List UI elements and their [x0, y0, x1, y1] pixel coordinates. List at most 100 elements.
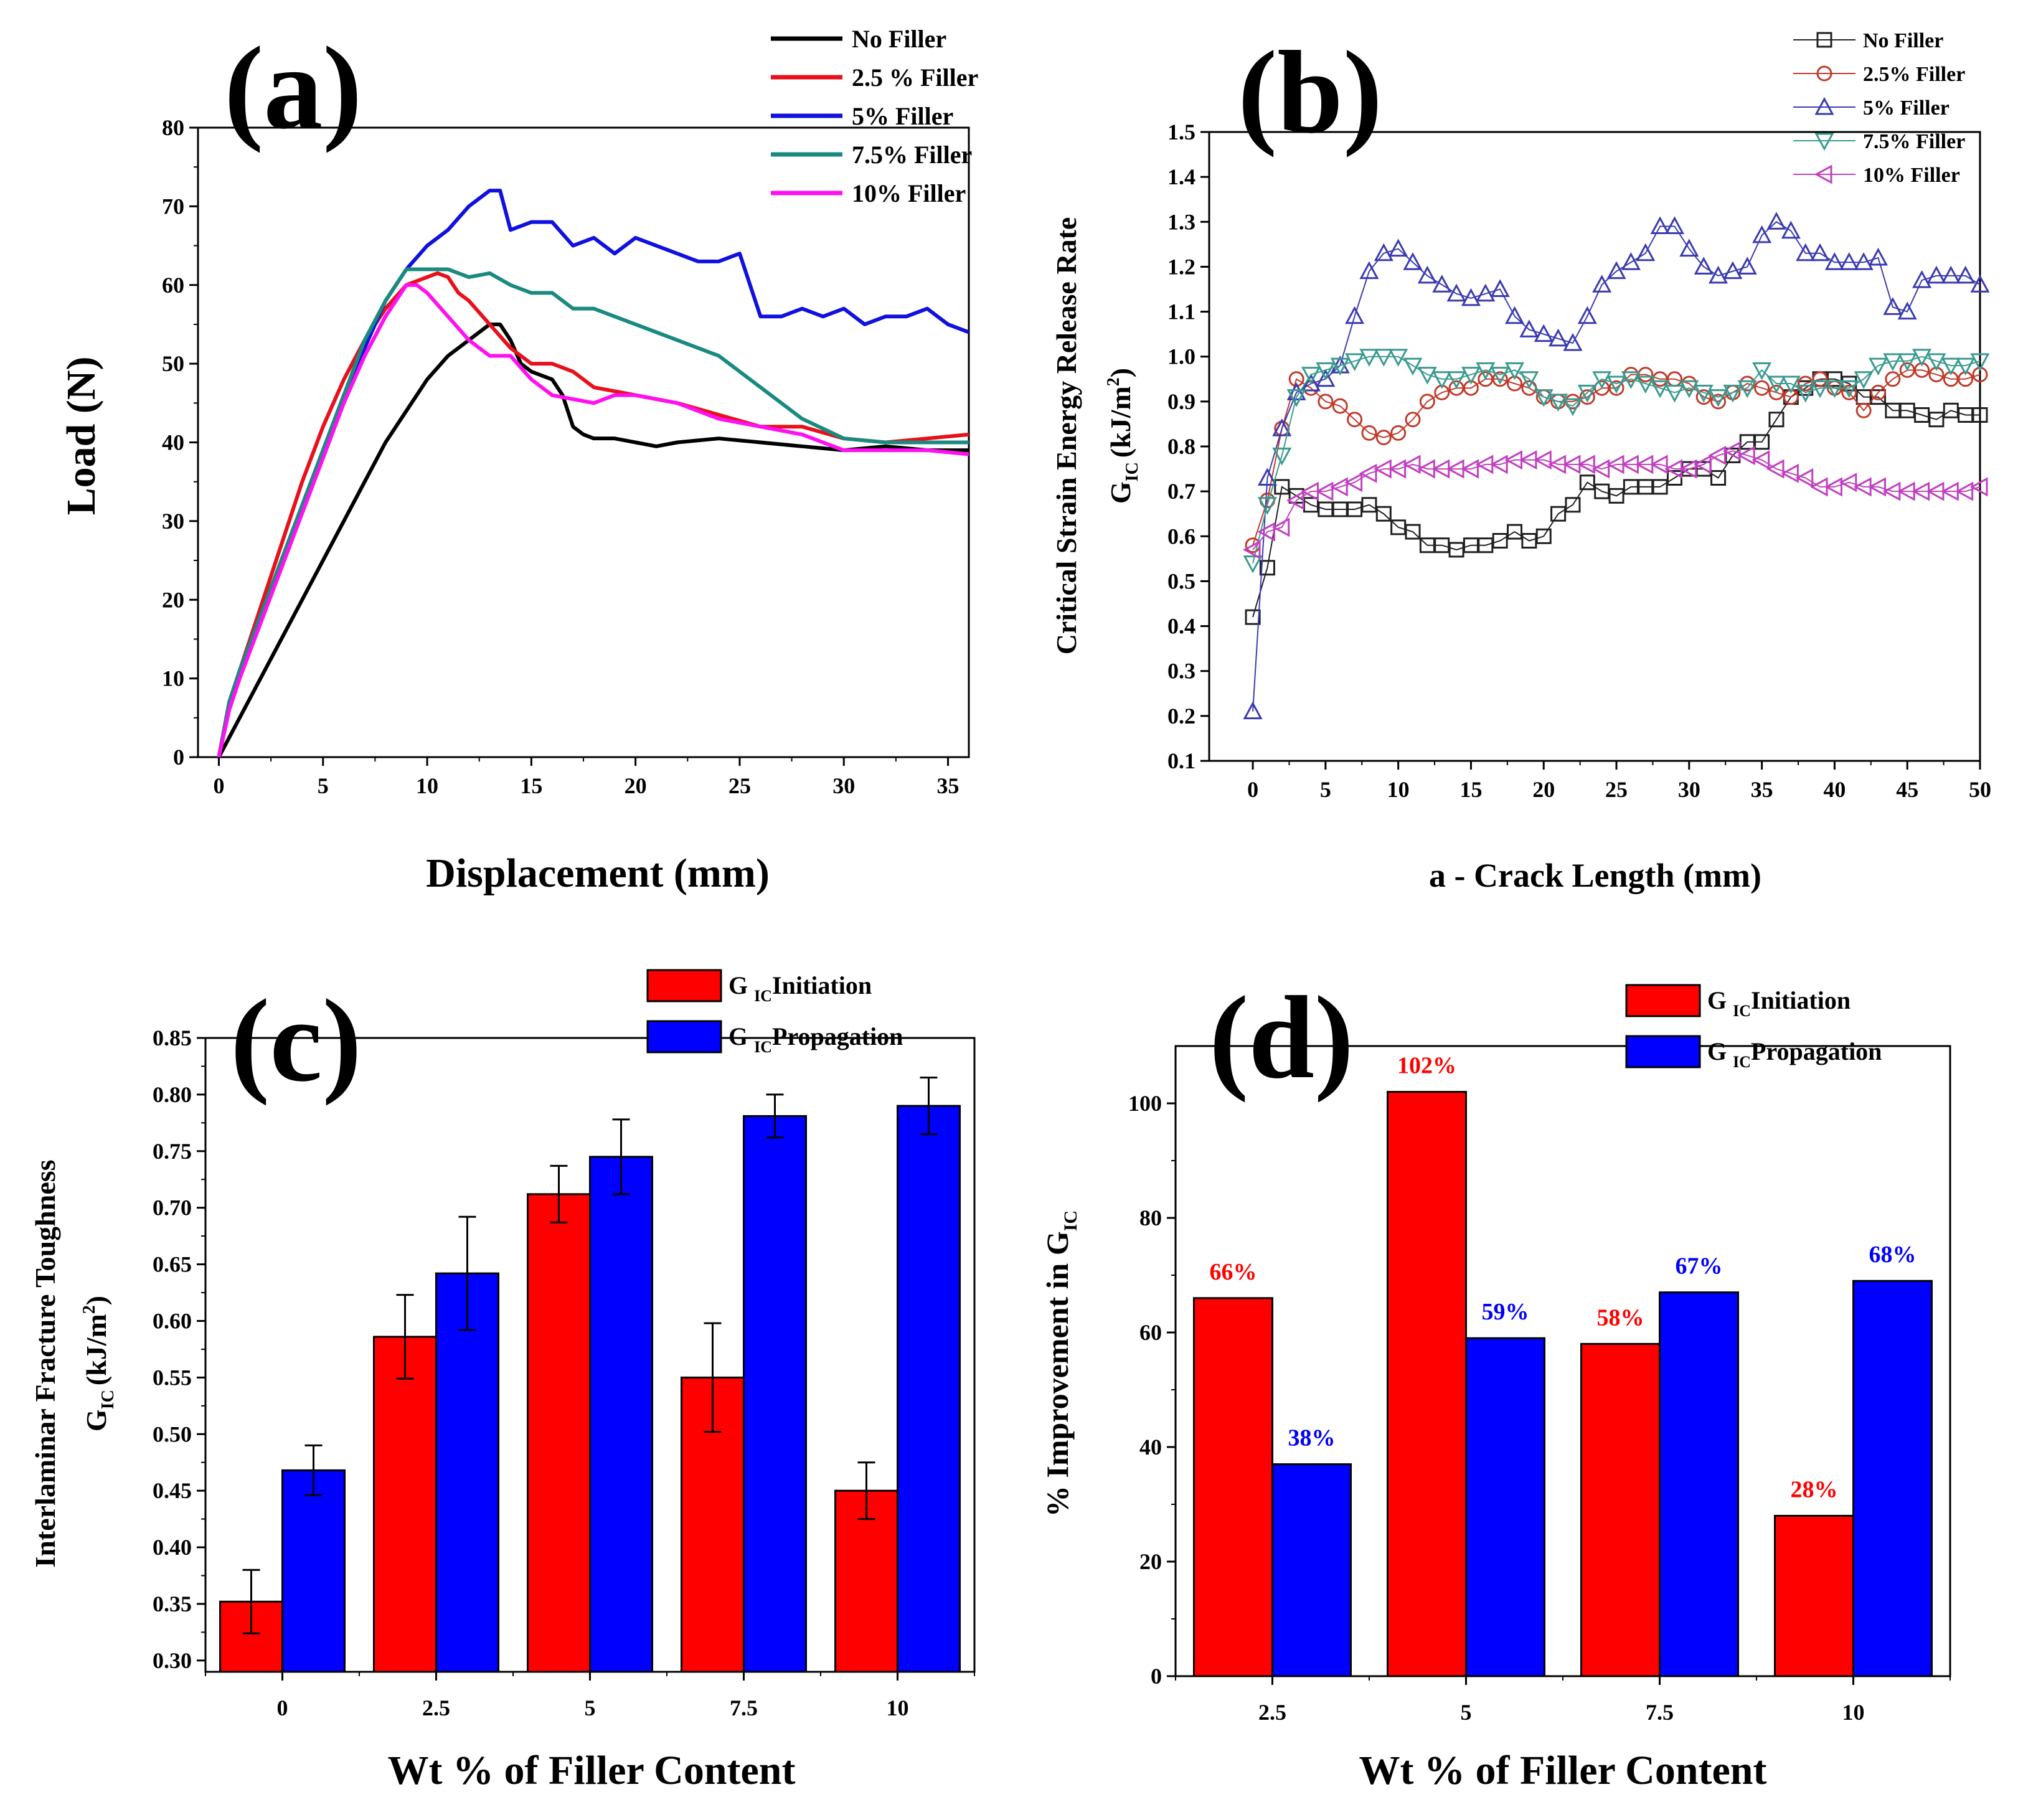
b-data-marker	[1550, 506, 1567, 522]
b-data-marker	[1766, 212, 1786, 230]
c-x-tick-label: 5	[585, 1695, 596, 1720]
b-data-marker	[1970, 275, 1990, 293]
d-y-tick-label: 20	[1139, 1549, 1162, 1574]
c-legend-swatch	[646, 969, 722, 1002]
c-x-tick-label: 10	[887, 1695, 909, 1720]
c-x-tick-label: 2.5	[422, 1695, 450, 1720]
b-data-marker	[1795, 468, 1814, 488]
d-bar	[1387, 1091, 1467, 1677]
b-panel-label: (b)	[1238, 27, 1382, 158]
b-data-marker	[1461, 367, 1481, 385]
a-series-line	[217, 189, 969, 757]
b-legend-marker	[1816, 65, 1832, 82]
b-data-marker	[1286, 389, 1306, 407]
b-data-marker	[1446, 371, 1466, 389]
c-y-axis-unit: (kJ/m	[80, 1314, 112, 1385]
b-data-marker	[1766, 459, 1785, 479]
b-y-axis-sub: IC	[1123, 458, 1142, 481]
d-bar	[1193, 1297, 1273, 1677]
d-x-axis-title: Wt % of Filler Content	[1359, 1748, 1766, 1793]
b-x-tick-label: 40	[1823, 777, 1846, 802]
d-y-axis-main: % Improvement in G	[1040, 1231, 1075, 1517]
b-data-marker	[1722, 441, 1741, 461]
b-data-marker	[1868, 357, 1888, 376]
a-x-tick-label: 25	[728, 773, 751, 798]
d-bar-value-label: 59%	[1482, 1299, 1529, 1325]
b-data-marker	[1259, 560, 1275, 576]
b-data-marker	[1417, 265, 1437, 284]
b-data-marker	[1577, 384, 1597, 403]
b-data-marker	[1970, 353, 1990, 372]
b-data-marker	[1286, 491, 1304, 511]
c-y-tick-label: 0.35	[153, 1591, 192, 1616]
b-data-marker	[1710, 470, 1727, 486]
d-y-tick-label: 60	[1139, 1320, 1162, 1345]
b-data-marker	[1345, 306, 1365, 324]
b-data-marker	[1490, 455, 1508, 474]
c-y-tick-label: 0.75	[153, 1139, 192, 1164]
b-data-marker	[1374, 349, 1393, 367]
c-y-tick-label: 0.80	[153, 1082, 192, 1107]
b-data-marker	[1841, 384, 1857, 400]
c-y-tick-label: 0.50	[153, 1422, 192, 1446]
b-data-marker	[1490, 279, 1510, 297]
b-data-marker	[1868, 477, 1886, 497]
b-data-marker	[1563, 332, 1583, 351]
d-legend-label: G ICPropagation	[1707, 1037, 1882, 1071]
b-data-marker	[1505, 306, 1525, 324]
d-bar-value-label: 28%	[1791, 1476, 1838, 1502]
b-data-marker	[1417, 367, 1437, 385]
a-series-line	[217, 271, 969, 757]
b-data-marker	[1403, 252, 1423, 270]
b-data-marker	[1405, 412, 1421, 428]
b-x-tick-label: 50	[1969, 777, 1991, 802]
b-data-marker	[1591, 459, 1610, 479]
b-data-marker	[1664, 384, 1684, 403]
c-legend-swatch	[646, 1020, 722, 1054]
b-data-marker	[1709, 265, 1728, 284]
b-data-marker	[1824, 477, 1842, 497]
b-legend-label: No Filler	[1863, 29, 1943, 52]
b-data-marker	[1271, 517, 1290, 537]
b-y-axis-unit: (kJ/m	[1105, 386, 1136, 458]
a-y-tick-label: 0	[173, 745, 184, 770]
b-data-marker	[1505, 362, 1525, 380]
b-data-marker	[1507, 524, 1523, 540]
b-data-marker	[1375, 430, 1392, 446]
b-data-marker	[1737, 380, 1757, 398]
b-data-marker	[1361, 497, 1377, 513]
a-y-tick-label: 20	[162, 587, 184, 612]
b-data-marker	[1812, 371, 1828, 387]
b-data-marker	[1650, 216, 1670, 234]
b-legend-marker	[1814, 133, 1834, 151]
c-y-tick-label: 0.55	[153, 1365, 192, 1390]
d-y-tick-label: 100	[1128, 1091, 1162, 1116]
panel-d-improvement-bars: 0 20 40 60 80 100 2.5 66% 38% 5 102% 59% 7.5 58% 67% 10…	[1040, 973, 1951, 1793]
a-x-tick-label: 20	[625, 773, 647, 798]
b-data-marker	[1768, 384, 1785, 400]
b-x-tick-label: 35	[1751, 777, 1773, 802]
b-y-tick-label: 1.0	[1167, 344, 1195, 369]
d-bar	[1580, 1342, 1661, 1677]
c-bar	[435, 1272, 499, 1673]
c-bar	[589, 1156, 653, 1673]
b-data-marker	[1956, 357, 1976, 376]
d-bar-value-label: 68%	[1869, 1242, 1917, 1268]
d-bar-value-label: 58%	[1597, 1304, 1644, 1331]
b-data-marker	[1754, 434, 1770, 450]
b-data-marker	[1563, 398, 1583, 417]
b-data-marker	[1432, 371, 1452, 389]
b-x-tick-label: 20	[1532, 777, 1555, 802]
c-y-tick-label: 0.45	[153, 1478, 192, 1503]
c-legend-g: G	[728, 971, 754, 999]
c-y-tick-label: 0.70	[153, 1195, 192, 1220]
a-series-line	[217, 283, 969, 757]
a-x-tick-label: 15	[520, 773, 542, 798]
c-x-tick-label: 0	[277, 1695, 288, 1720]
d-legend-label: G ICInitiation	[1707, 986, 1851, 1020]
panel-a-load-displacement: 0 10 20 30 40 50 60 70 80 0 5 10 15 20 25 30 35 (a) Displa…	[59, 23, 978, 896]
b-data-marker	[1272, 418, 1292, 436]
b-data-marker	[1912, 349, 1932, 367]
b-data-marker	[1972, 407, 1988, 423]
